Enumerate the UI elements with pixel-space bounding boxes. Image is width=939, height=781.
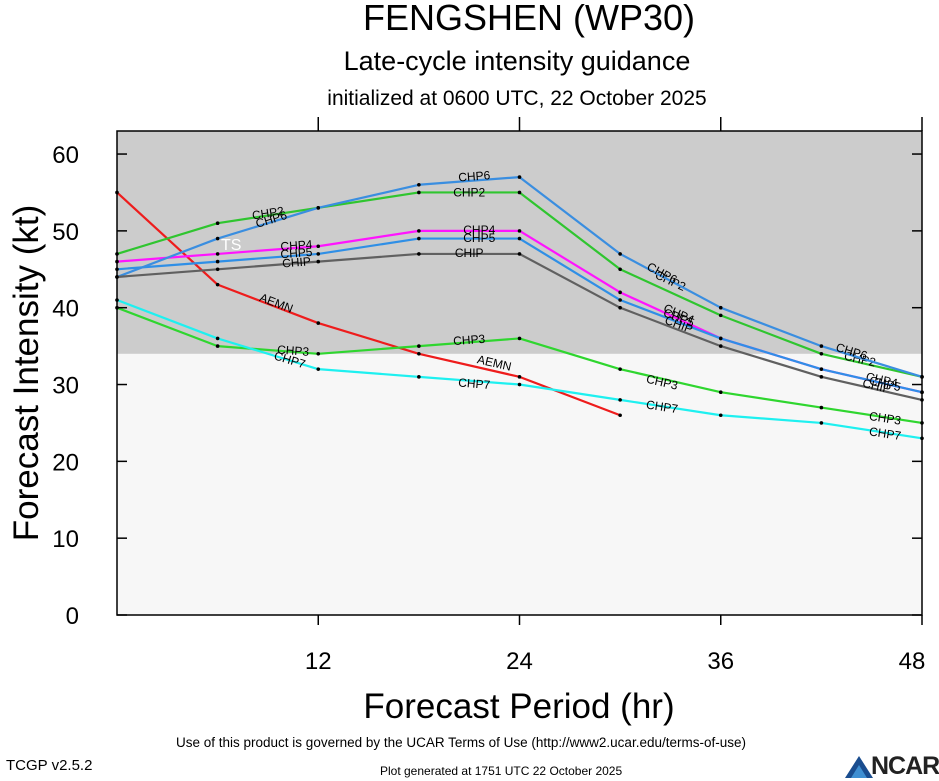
data-point-chp3 (618, 367, 622, 371)
data-point-aemn (215, 282, 220, 287)
data-point-chp6 (215, 236, 220, 241)
data-point-chp7 (417, 375, 421, 379)
data-point-chip (819, 375, 824, 379)
version-label: TCGP v2.5.2 (6, 757, 93, 774)
series-label-chp5: CHP5 (280, 245, 313, 261)
y-tick-label: 0 (66, 603, 79, 630)
y-tick-label: 20 (52, 449, 79, 476)
init-time: initialized at 0600 UTC, 22 October 2025 (327, 87, 706, 110)
data-point-chp4 (618, 290, 622, 295)
ncar-logo: NCAR (845, 752, 939, 780)
ncar-logo-mark-icon (845, 756, 873, 778)
data-point-chp7 (618, 398, 622, 402)
y-tick-label: 50 (52, 219, 79, 246)
plot-area: TS AEMNAEMNCHP2CHP2CHP2CHP2CHP3CHP3CHP3C… (52, 117, 925, 675)
series-label-chp4: CHP4 (280, 237, 313, 253)
data-point-chp3 (517, 336, 522, 341)
data-point-chp3 (215, 344, 220, 348)
data-point-chp6 (417, 182, 421, 187)
ts-band-label: TS (221, 237, 241, 254)
generated-timestamp: Plot generated at 1751 UTC 22 October 20… (380, 764, 623, 778)
x-tick-label: 36 (707, 648, 734, 675)
data-point-chp7 (517, 382, 522, 387)
terms-of-use: Use of this product is governed by the U… (176, 735, 746, 750)
data-point-chp2 (618, 267, 622, 272)
series-layer: AEMNAEMNCHP2CHP2CHP2CHP2CHP3CHP3CHP3CHP3… (115, 168, 924, 443)
x-tick-label: 12 (305, 648, 332, 675)
data-point-chp6 (316, 206, 321, 210)
data-point-chp5 (819, 367, 824, 371)
data-point-chp5 (417, 236, 421, 241)
data-point-aemn (417, 351, 421, 356)
data-point-chp3 (819, 405, 824, 410)
series-label-chp5: CHP5 (463, 231, 495, 245)
series-label-chp2: CHP2 (453, 185, 485, 199)
series-label-chp3: CHP3 (277, 343, 310, 359)
data-point-chp3 (316, 351, 321, 356)
series-line-aemn (116, 191, 621, 417)
series-label-chp3: CHP3 (868, 409, 902, 428)
data-point-chp6 (517, 175, 522, 179)
series-label-chip: CHIP (455, 246, 484, 260)
data-point-chp4 (517, 229, 522, 233)
axis-ticks: 0 10 20 30 40 50 60 12 24 36 48 (52, 117, 925, 675)
series-label-chp6: CHP6 (458, 168, 491, 184)
data-point-chp5 (517, 236, 522, 241)
series-label-chp7: CHP7 (458, 376, 491, 392)
y-tick-label: 40 (52, 296, 79, 323)
data-point-chp5 (618, 298, 622, 302)
data-point-chip (618, 305, 622, 310)
data-point-chp4 (316, 244, 321, 249)
series-label-chip: CHIP (861, 376, 892, 396)
x-tick-label: 48 (899, 648, 926, 675)
data-point-aemn (316, 321, 321, 325)
data-point-chp2 (718, 313, 723, 318)
data-point-chp5 (316, 252, 321, 256)
data-point-chip (215, 267, 220, 272)
data-point-chp7 (316, 367, 321, 371)
y-tick-label: 60 (52, 142, 79, 169)
ts-band (117, 131, 922, 354)
data-point-chp7 (819, 421, 824, 425)
data-point-chip (316, 259, 321, 264)
ncar-logo-text: NCAR (871, 752, 939, 780)
data-point-chp2 (215, 221, 220, 225)
data-point-chp2 (819, 351, 824, 356)
data-point-chp4 (417, 229, 421, 233)
data-point-chp7 (718, 413, 723, 418)
data-point-chp6 (618, 252, 622, 256)
x-tick-label: 24 (506, 648, 533, 675)
data-point-chp6 (718, 305, 723, 310)
series-label-chp7: CHP7 (868, 424, 902, 443)
data-point-chp5 (718, 336, 723, 341)
data-point-chip (517, 252, 522, 256)
y-tick-label: 10 (52, 526, 79, 553)
data-point-chp2 (417, 190, 421, 195)
data-point-chip (718, 344, 723, 348)
series-label-chip: CHIP (282, 254, 312, 270)
data-point-chp4 (215, 252, 220, 256)
y-axis-label: Forecast Intensity (kt) (7, 205, 46, 541)
series-label-chp4: CHP4 (463, 223, 495, 237)
data-point-chp7 (215, 336, 220, 341)
series-label-chp7: CHP7 (645, 397, 679, 416)
data-point-chp2 (517, 190, 522, 195)
x-axis-label: Forecast Period (hr) (363, 687, 674, 726)
y-tick-label: 30 (52, 373, 79, 400)
data-point-chp3 (417, 344, 421, 348)
series-label-chp2: CHP2 (251, 204, 285, 223)
chart-subtitle: Late-cycle intensity guidance (344, 46, 691, 76)
data-point-chp5 (215, 259, 220, 264)
data-point-aemn (618, 413, 622, 418)
data-point-chp3 (718, 390, 723, 395)
data-point-chip (417, 252, 421, 256)
data-point-aemn (517, 375, 522, 379)
chart-title: FENGSHEN (WP30) (363, 0, 695, 38)
data-point-chp6 (819, 344, 824, 348)
series-label-chp3: CHP3 (453, 332, 486, 348)
